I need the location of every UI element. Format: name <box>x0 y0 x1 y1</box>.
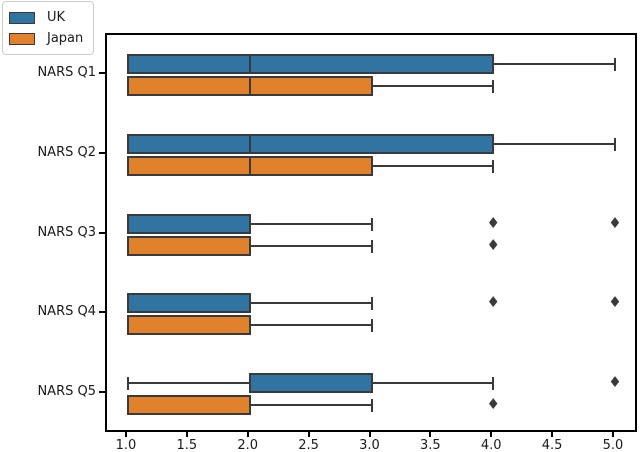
box-uk <box>127 133 495 154</box>
whisker-cap-high <box>370 297 373 311</box>
x-tick-mark <box>246 432 249 437</box>
whisker-cap-high <box>492 79 495 93</box>
whisker-high <box>249 404 372 407</box>
x-tick-mark <box>490 432 493 437</box>
box-japan <box>127 235 251 256</box>
whisker-high <box>371 382 494 385</box>
whisker-high <box>371 164 494 167</box>
box-japan <box>127 315 251 336</box>
whisker-low <box>128 382 250 385</box>
median-line <box>248 213 251 234</box>
whisker-high <box>249 324 372 327</box>
y-axis-label: NARS Q4 <box>37 304 96 320</box>
whisker-cap-high <box>614 57 616 71</box>
outlier-diamond-icon: ♦ <box>608 293 622 312</box>
box-uk <box>127 293 251 314</box>
median-line <box>248 315 251 336</box>
box-uk <box>127 213 251 234</box>
y-axis-label: NARS Q1 <box>37 64 96 80</box>
x-axis-tick-label: 2.0 <box>237 438 259 452</box>
legend-swatch-japan <box>9 32 35 45</box>
whisker-cap-high <box>492 377 495 391</box>
legend-swatch-uk <box>9 11 35 24</box>
outlier-diamond-icon: ♦ <box>486 213 500 232</box>
whisker-cap-high <box>614 137 616 151</box>
x-tick-mark <box>551 432 554 437</box>
x-axis-tick-label: 3.5 <box>420 438 441 452</box>
whisker-cap-high <box>370 399 373 413</box>
x-axis-tick-label: 3.0 <box>359 438 380 452</box>
median-line <box>248 395 251 416</box>
y-tick-mark <box>99 311 105 314</box>
outlier-diamond-icon: ♦ <box>486 293 500 312</box>
whisker-cap-high <box>370 217 373 231</box>
box-uk <box>248 373 373 394</box>
x-tick-mark <box>307 432 310 437</box>
x-axis-tick-label: 1.5 <box>176 438 198 452</box>
legend-entry: UK <box>9 7 83 28</box>
x-axis-tick-label: 5.0 <box>602 438 624 452</box>
median-line <box>248 155 251 176</box>
y-axis-label: NARS Q5 <box>37 384 96 400</box>
plot-area: ♦ ♦ ♦ ♦ ♦ ♦ ♦ <box>105 33 637 432</box>
y-axis-label: NARS Q3 <box>37 224 96 240</box>
whisker-cap-high <box>370 319 373 333</box>
outlier-diamond-icon: ♦ <box>608 373 622 392</box>
x-axis-tick-label: 4.0 <box>480 438 502 452</box>
y-axis-label: NARS Q2 <box>37 144 96 160</box>
y-tick-mark <box>99 151 105 154</box>
box-japan <box>127 395 251 416</box>
legend-label: UK <box>47 10 66 25</box>
legend-label: Japan <box>47 31 84 46</box>
x-tick-mark <box>612 432 614 437</box>
outlier-diamond-icon: ♦ <box>486 395 500 414</box>
median-line <box>248 373 251 394</box>
whisker-high <box>249 244 372 247</box>
x-axis-tick-label: 2.5 <box>298 438 319 452</box>
whisker-cap-low <box>127 377 129 391</box>
whisker-high <box>493 142 615 145</box>
x-tick-mark <box>125 432 127 437</box>
median-line <box>248 53 251 74</box>
x-axis-tick-label: 4.5 <box>541 438 563 452</box>
legend: UK Japan <box>2 1 95 55</box>
y-tick-mark <box>99 71 105 74</box>
x-tick-mark <box>429 432 432 437</box>
x-tick-mark <box>185 432 188 437</box>
whisker-high <box>249 222 372 225</box>
median-line <box>248 235 251 256</box>
outlier-diamond-icon: ♦ <box>486 235 500 254</box>
whisker-high <box>493 62 615 65</box>
x-axis-tick-label: 1.0 <box>115 438 137 452</box>
whisker-high <box>371 84 494 87</box>
median-line <box>248 133 251 154</box>
y-tick-mark <box>99 391 105 394</box>
x-tick-mark <box>368 432 371 437</box>
legend-entry: Japan <box>9 28 83 49</box>
y-tick-mark <box>99 231 105 234</box>
box-uk <box>127 53 495 74</box>
whisker-high <box>249 302 372 305</box>
outlier-diamond-icon: ♦ <box>608 213 622 232</box>
whisker-cap-high <box>492 159 495 173</box>
median-line <box>248 75 251 96</box>
whisker-cap-high <box>370 239 373 253</box>
median-line <box>248 293 251 314</box>
